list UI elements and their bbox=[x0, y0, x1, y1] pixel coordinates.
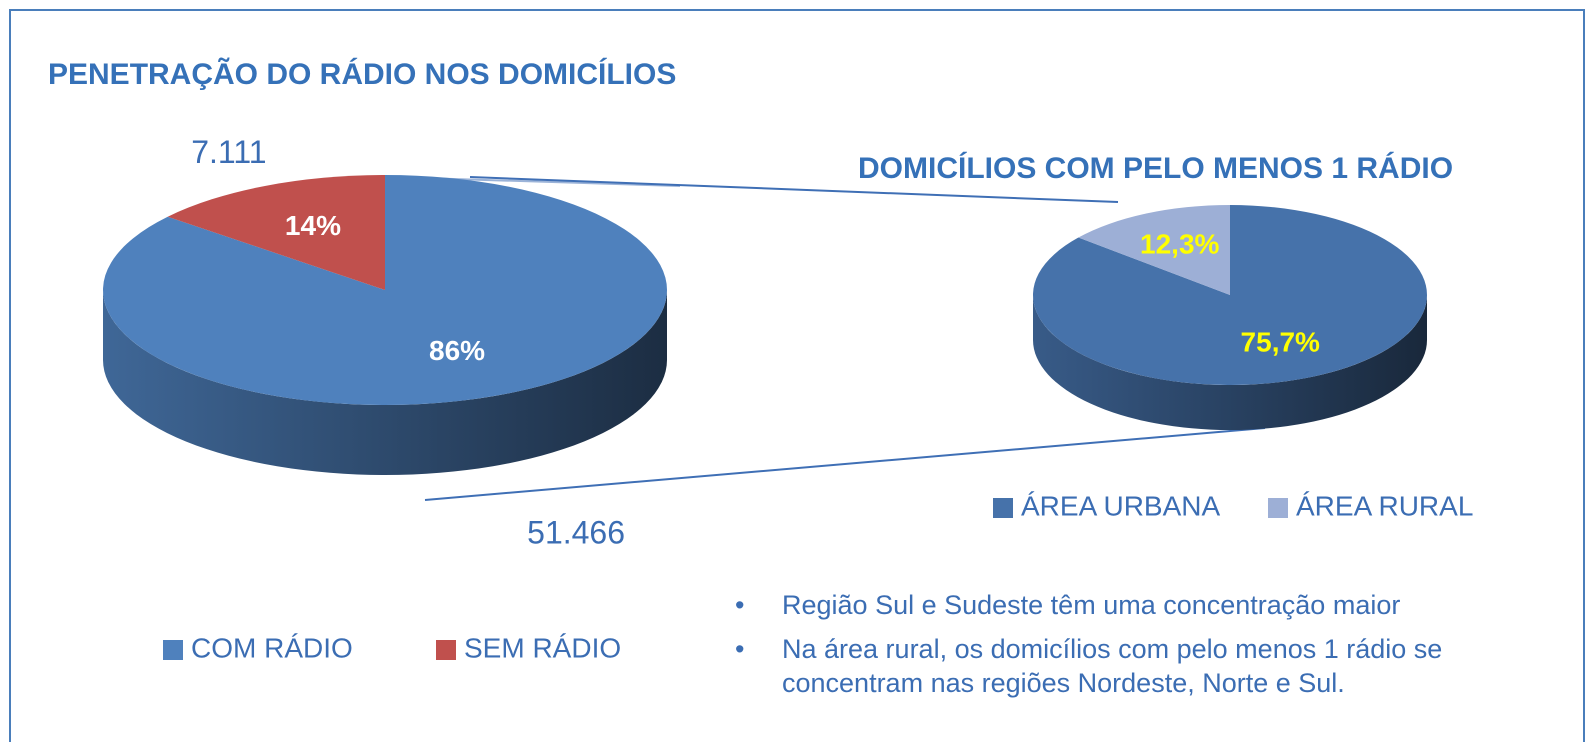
note: • Na área rural, os domicílios com pelo m… bbox=[735, 632, 1565, 700]
pie-slice bbox=[1032, 205, 1427, 386]
legend-label: COM RÁDIO bbox=[191, 632, 353, 663]
data-label: 14% bbox=[285, 210, 341, 241]
count-label: 51.466 bbox=[527, 515, 625, 551]
bullet: • bbox=[735, 634, 745, 664]
note: • Região Sul e Sudeste têm uma concentraç… bbox=[735, 588, 1565, 622]
pie-side bbox=[103, 290, 667, 475]
count-label: 7.111 bbox=[191, 134, 266, 170]
legend-swatch bbox=[436, 640, 456, 660]
bullet: • bbox=[735, 590, 745, 620]
legend-label: ÁREA URBANA bbox=[1021, 490, 1220, 521]
chart-title: DOMICÍLIOS COM PELO MENOS 1 RÁDIO bbox=[858, 151, 1453, 185]
data-label: 75,7% bbox=[1241, 326, 1320, 357]
pie-slice bbox=[1078, 205, 1230, 295]
frame bbox=[9, 9, 1585, 742]
legend-swatch bbox=[163, 640, 183, 660]
note-text: Região Sul e Sudeste têm uma concentraçã… bbox=[782, 590, 1401, 620]
legend-swatch bbox=[993, 498, 1013, 518]
data-label: 86% bbox=[429, 335, 485, 366]
legend-label: ÁREA RURAL bbox=[1296, 490, 1473, 521]
chart-title: PENETRAÇÃO DO RÁDIO NOS DOMICÍLIOS bbox=[48, 57, 676, 91]
pie-side bbox=[1033, 295, 1427, 430]
note-text: Na área rural, os domicílios com pelo me… bbox=[782, 634, 1443, 698]
notes: • Região Sul e Sudeste têm uma concentraç… bbox=[735, 588, 1565, 710]
legend-swatch bbox=[1268, 498, 1288, 518]
pie-slice bbox=[167, 175, 385, 290]
connector bbox=[469, 176, 1119, 203]
connector bbox=[424, 427, 1266, 501]
data-label: 12,3% bbox=[1140, 229, 1219, 260]
legend-label: SEM RÁDIO bbox=[464, 632, 621, 663]
